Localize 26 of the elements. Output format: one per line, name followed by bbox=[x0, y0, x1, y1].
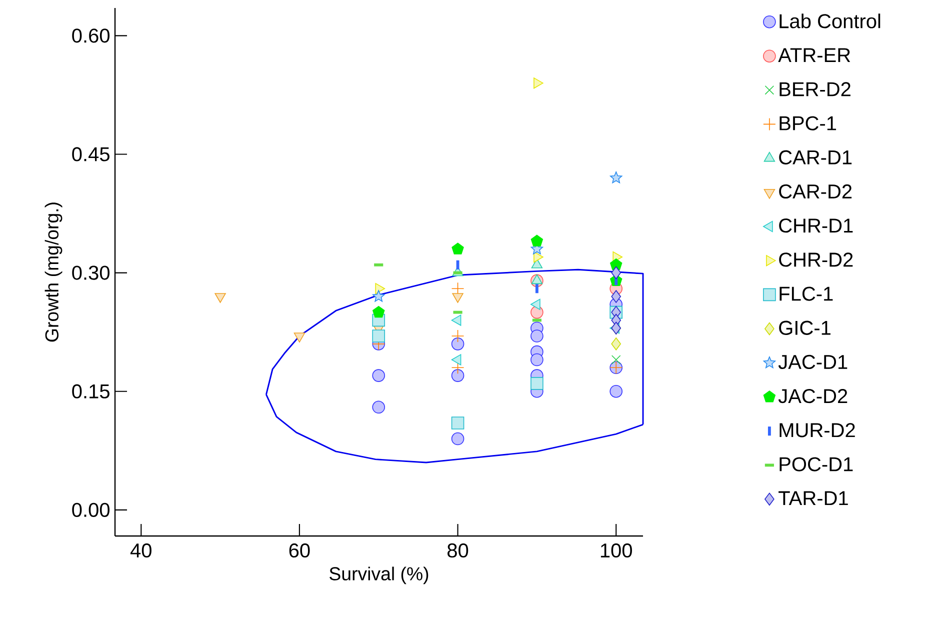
y-tick-label: 0.60 bbox=[72, 28, 110, 43]
legend-label: JAC-D2 bbox=[778, 388, 848, 404]
x-tick-label: 80 bbox=[448, 543, 468, 558]
x-tick-label: 40 bbox=[130, 543, 152, 558]
legend-label: POC-D1 bbox=[780, 457, 853, 472]
legend-label: JAC-D1 bbox=[778, 354, 848, 370]
legend-label: CAR-D2 bbox=[779, 184, 852, 199]
y-tick-label: 0.30 bbox=[72, 266, 110, 280]
legend-label: GIC-1 bbox=[779, 320, 830, 335]
legend-label: TAR-D1 bbox=[778, 491, 848, 506]
legend-label: MUR-D2 bbox=[780, 423, 855, 438]
legend-label: CAR-D1 bbox=[779, 150, 852, 164]
legend-label: BER-D2 bbox=[780, 82, 850, 96]
y-tick-label: 0.15 bbox=[72, 384, 110, 398]
y-axis-title: Growth (mg/org.) bbox=[44, 202, 62, 342]
x-tick-label: 60 bbox=[289, 543, 310, 558]
legend-label: Lab Control bbox=[780, 14, 880, 28]
legend-label: ATR-ER bbox=[778, 48, 850, 62]
legend-label: BPC-1 bbox=[780, 116, 836, 130]
legend-label: CHR-D1 bbox=[779, 218, 853, 233]
y-tick-label: 0.00 bbox=[72, 502, 110, 517]
x-axis-title: Survival (%) bbox=[330, 566, 428, 584]
legend-label: FLC-1 bbox=[780, 286, 833, 301]
legend-label: CHR-D2 bbox=[779, 252, 853, 267]
x-tick-label: 100 bbox=[600, 543, 632, 558]
y-tick-label: 0.45 bbox=[72, 147, 110, 162]
